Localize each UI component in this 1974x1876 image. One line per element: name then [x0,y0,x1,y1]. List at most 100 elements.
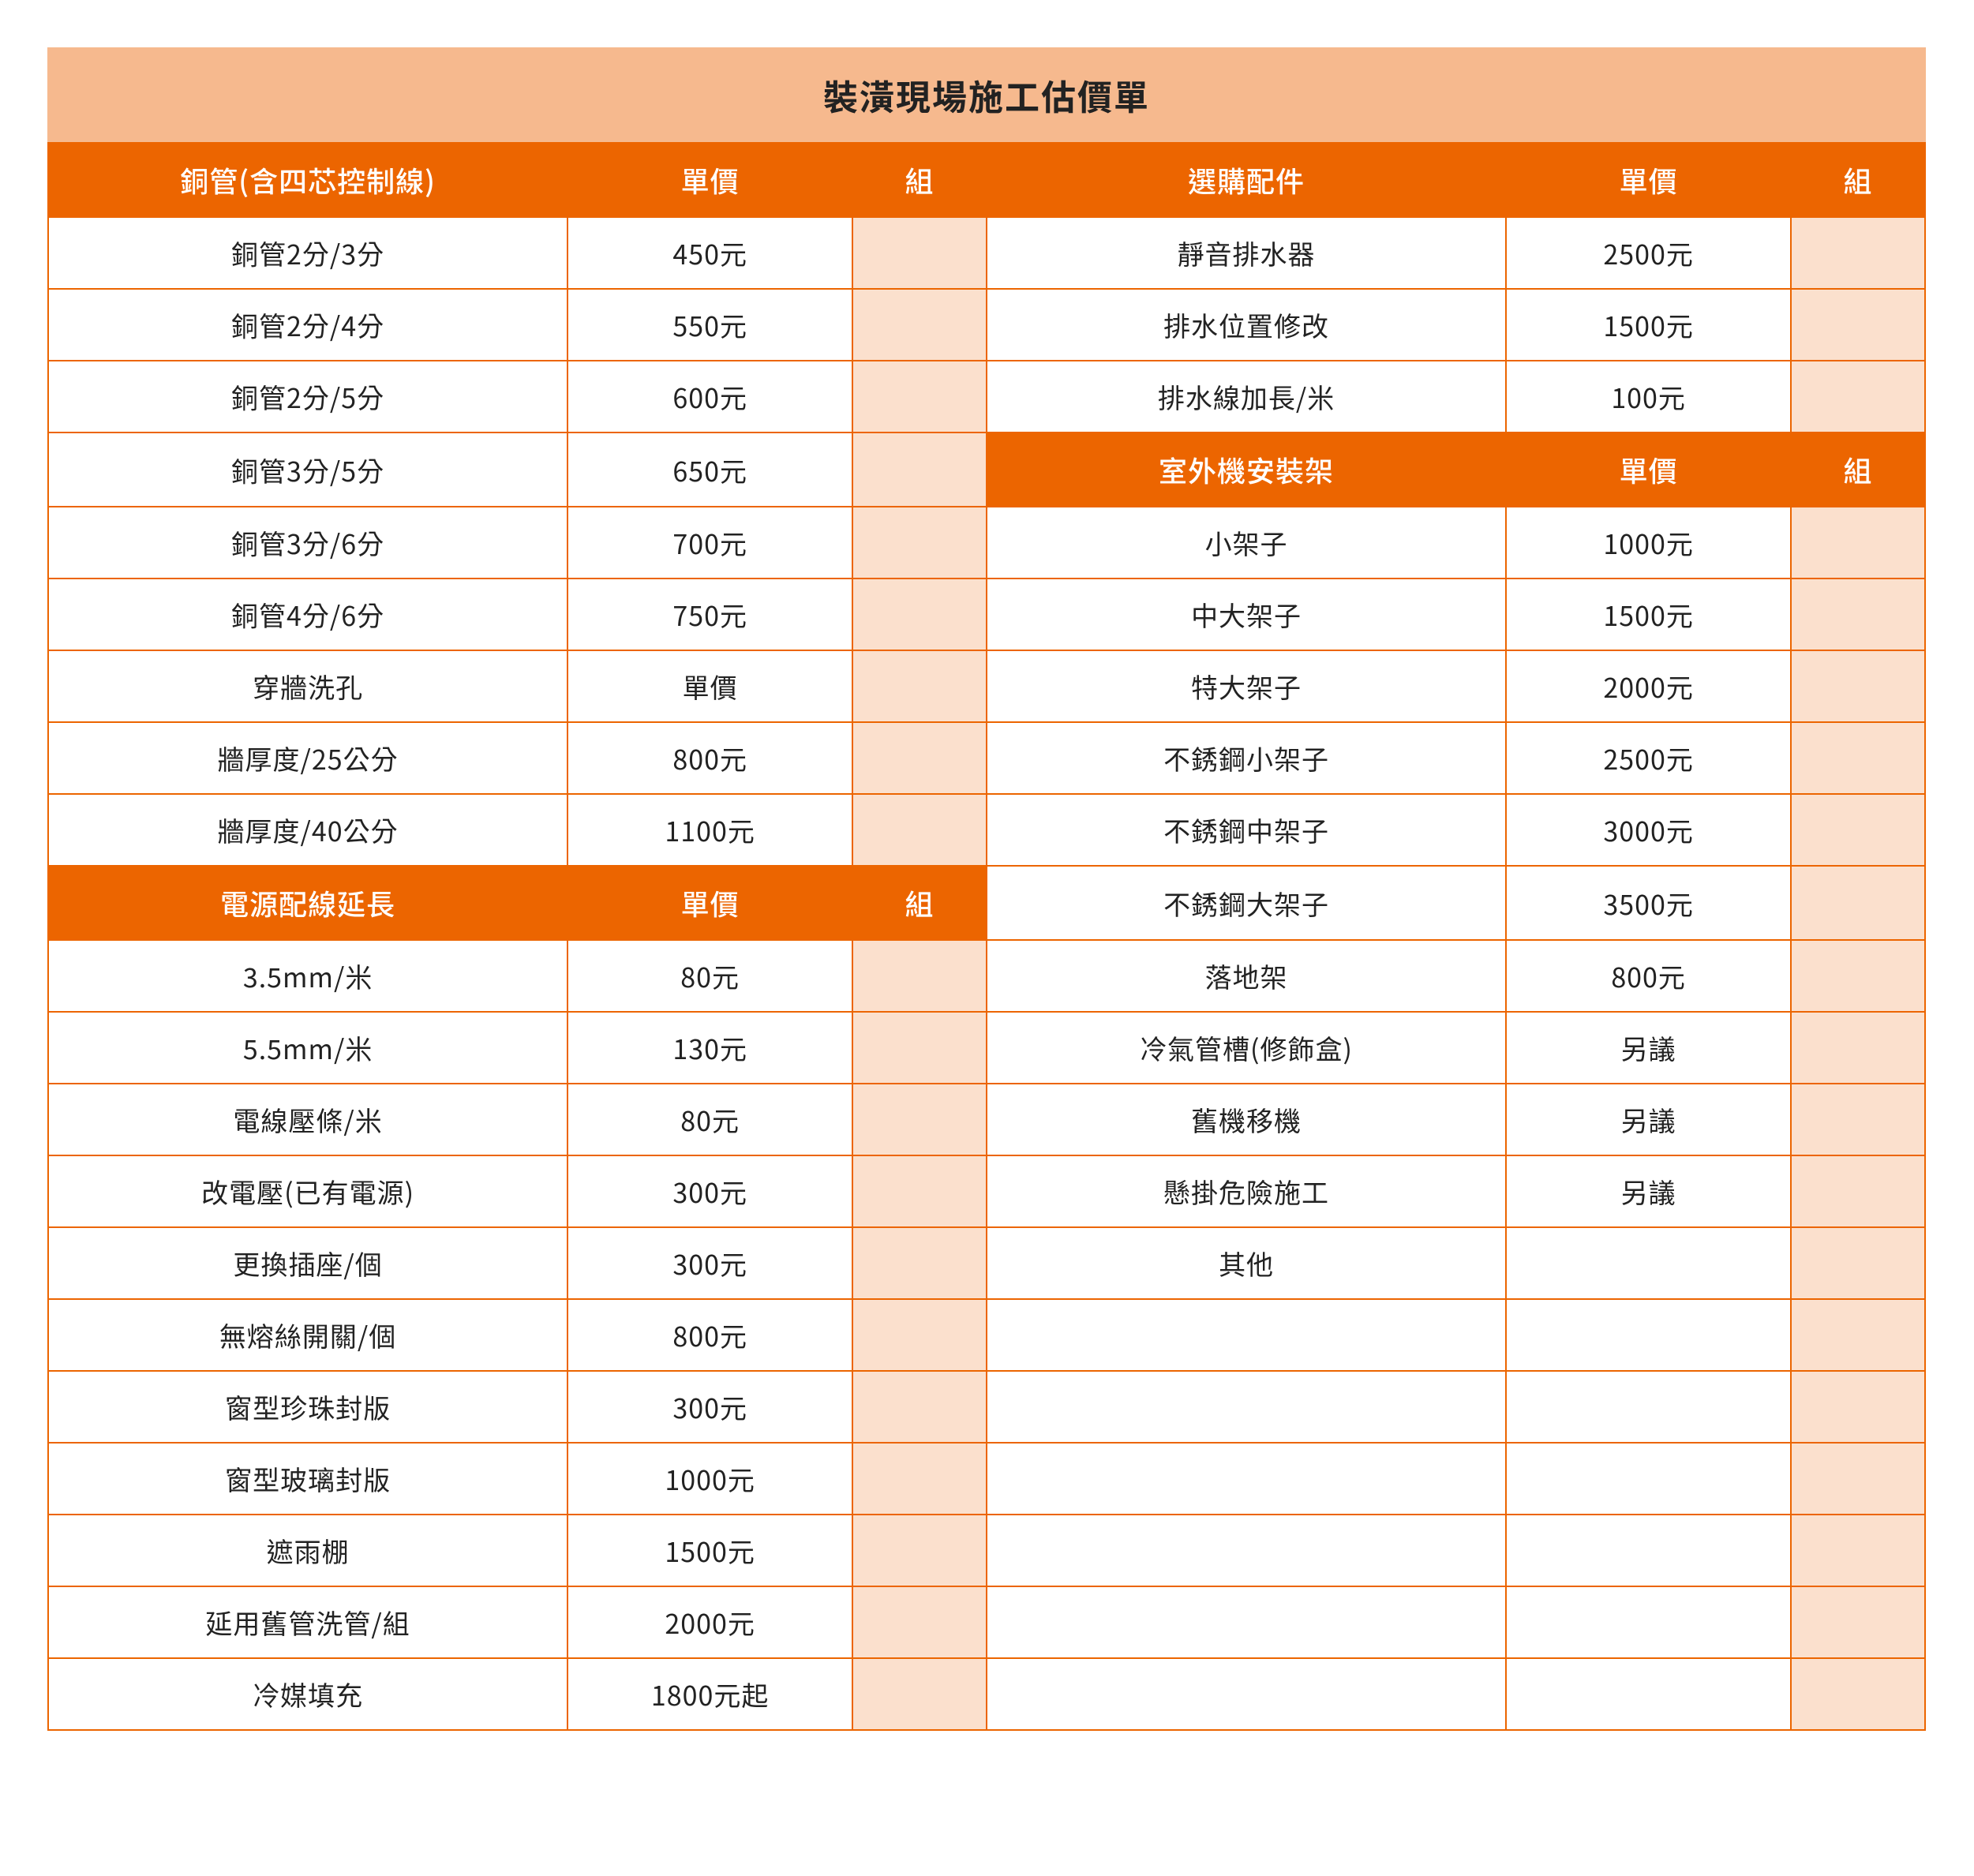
qty-left [852,1012,987,1084]
hdr-set-r: 組 [1791,143,1925,217]
item-left: 更換插座/個 [48,1227,567,1299]
table-row: 銅管3分/6分700元小架子1000元 [48,507,1925,579]
price-left: 300元 [567,1155,852,1227]
price-left: 750元 [567,579,852,650]
item-left: 穿牆洗孔 [48,650,567,722]
price-right [1506,1227,1791,1299]
hdr-wiring: 電源配線延長 [48,866,567,940]
hdr-price: 單價 [567,866,852,940]
item-left: 銅管4分/6分 [48,579,567,650]
item-right: 落地架 [987,940,1506,1012]
item-left: 銅管2分/3分 [48,217,567,289]
qty-right [1791,217,1925,289]
item-right: 排水位置修改 [987,289,1506,361]
price-right [1506,1515,1791,1586]
table-row: 延用舊管洗管/組2000元 [48,1586,1925,1658]
quote-sheet: 裝潢現場施工估價單 銅管(含四芯控制線)單價組選購配件單價組銅管2分/3分450… [47,47,1926,1731]
hdr-price-r: 單價 [1506,143,1791,217]
item-right [987,1515,1506,1586]
price-right [1506,1586,1791,1658]
price-right: 800元 [1506,940,1791,1012]
price-left: 1000元 [567,1443,852,1515]
item-left: 遮雨棚 [48,1515,567,1586]
table-row: 銅管3分/5分650元室外機安裝架單價組 [48,432,1925,507]
item-right: 排水線加長/米 [987,361,1506,432]
item-left: 延用舊管洗管/組 [48,1586,567,1658]
item-right [987,1658,1506,1730]
hdr-set: 組 [1791,432,1925,507]
item-right: 不銹鋼大架子 [987,866,1506,940]
item-right: 靜音排水器 [987,217,1506,289]
qty-right [1791,650,1925,722]
qty-left [852,1586,987,1658]
table-row: 牆厚度/40公分1100元 不銹鋼中架子3000元 [48,794,1925,866]
page-title: 裝潢現場施工估價單 [47,47,1926,142]
item-left: 3.5mm/米 [48,940,567,1012]
qty-right [1791,361,1925,432]
qty-right [1791,940,1925,1012]
qty-right [1791,1155,1925,1227]
price-right: 3000元 [1506,794,1791,866]
price-right: 1500元 [1506,289,1791,361]
table-row: 銅管4分/6分750元 中大架子1500元 [48,579,1925,650]
price-right: 3500元 [1506,866,1791,940]
item-right [987,1371,1506,1443]
price-left: 700元 [567,507,852,579]
table-row: 更換插座/個300元其他 [48,1227,1925,1299]
price-right: 1500元 [1506,579,1791,650]
qty-left [852,722,987,794]
table-row: 電源配線延長單價組不銹鋼大架子3500元 [48,866,1925,940]
price-left: 800元 [567,722,852,794]
price-left: 1500元 [567,1515,852,1586]
qty-left [852,794,987,866]
hdr-set: 組 [852,143,987,217]
table-row: 穿牆洗孔單價特大架子2000元 [48,650,1925,722]
item-right: 不銹鋼小架子 [987,722,1506,794]
price-right: 2500元 [1506,217,1791,289]
price-right: 另議 [1506,1012,1791,1084]
item-left: 牆厚度/40公分 [48,794,567,866]
table-row: 3.5mm/米80元 落地架800元 [48,940,1925,1012]
table-row: 銅管2分/3分450元靜音排水器2500元 [48,217,1925,289]
item-right: 中大架子 [987,579,1506,650]
item-left: 銅管2分/5分 [48,361,567,432]
qty-left [852,1371,987,1443]
qty-left [852,432,987,507]
item-right: 不銹鋼中架子 [987,794,1506,866]
qty-left [852,1658,987,1730]
qty-left [852,650,987,722]
qty-right [1791,1227,1925,1299]
table-row: 銅管2分/5分600元排水線加長/米100元 [48,361,1925,432]
qty-right [1791,1515,1925,1586]
item-right [987,1586,1506,1658]
item-left: 牆厚度/25公分 [48,722,567,794]
price-right: 2000元 [1506,650,1791,722]
hdr-set: 組 [852,866,987,940]
price-left: 1100元 [567,794,852,866]
price-right: 另議 [1506,1084,1791,1155]
price-left: 1800元起 [567,1658,852,1730]
qty-left [852,1084,987,1155]
qty-left [852,940,987,1012]
item-left: 電線壓條/米 [48,1084,567,1155]
price-left: 650元 [567,432,852,507]
price-right: 1000元 [1506,507,1791,579]
table-row: 窗型玻璃封版1000元 [48,1443,1925,1515]
item-left: 5.5mm/米 [48,1012,567,1084]
item-left: 銅管3分/5分 [48,432,567,507]
table-row: 電線壓條/米80元舊機移機另議 [48,1084,1925,1155]
qty-right [1791,1586,1925,1658]
price-left: 80元 [567,940,852,1012]
price-left: 800元 [567,1299,852,1371]
table-row: 牆厚度/25公分800元不銹鋼小架子2500元 [48,722,1925,794]
price-left: 300元 [567,1227,852,1299]
price-right: 另議 [1506,1155,1791,1227]
qty-right [1791,866,1925,940]
table-row: 窗型珍珠封版300元 [48,1371,1925,1443]
price-right: 100元 [1506,361,1791,432]
hdr-price: 單價 [1506,432,1791,507]
table-row: 5.5mm/米130元冷氣管槽(修飾盒)另議 [48,1012,1925,1084]
item-left: 無熔絲開關/個 [48,1299,567,1371]
hdr-price: 單價 [567,143,852,217]
item-right: 冷氣管槽(修飾盒) [987,1012,1506,1084]
